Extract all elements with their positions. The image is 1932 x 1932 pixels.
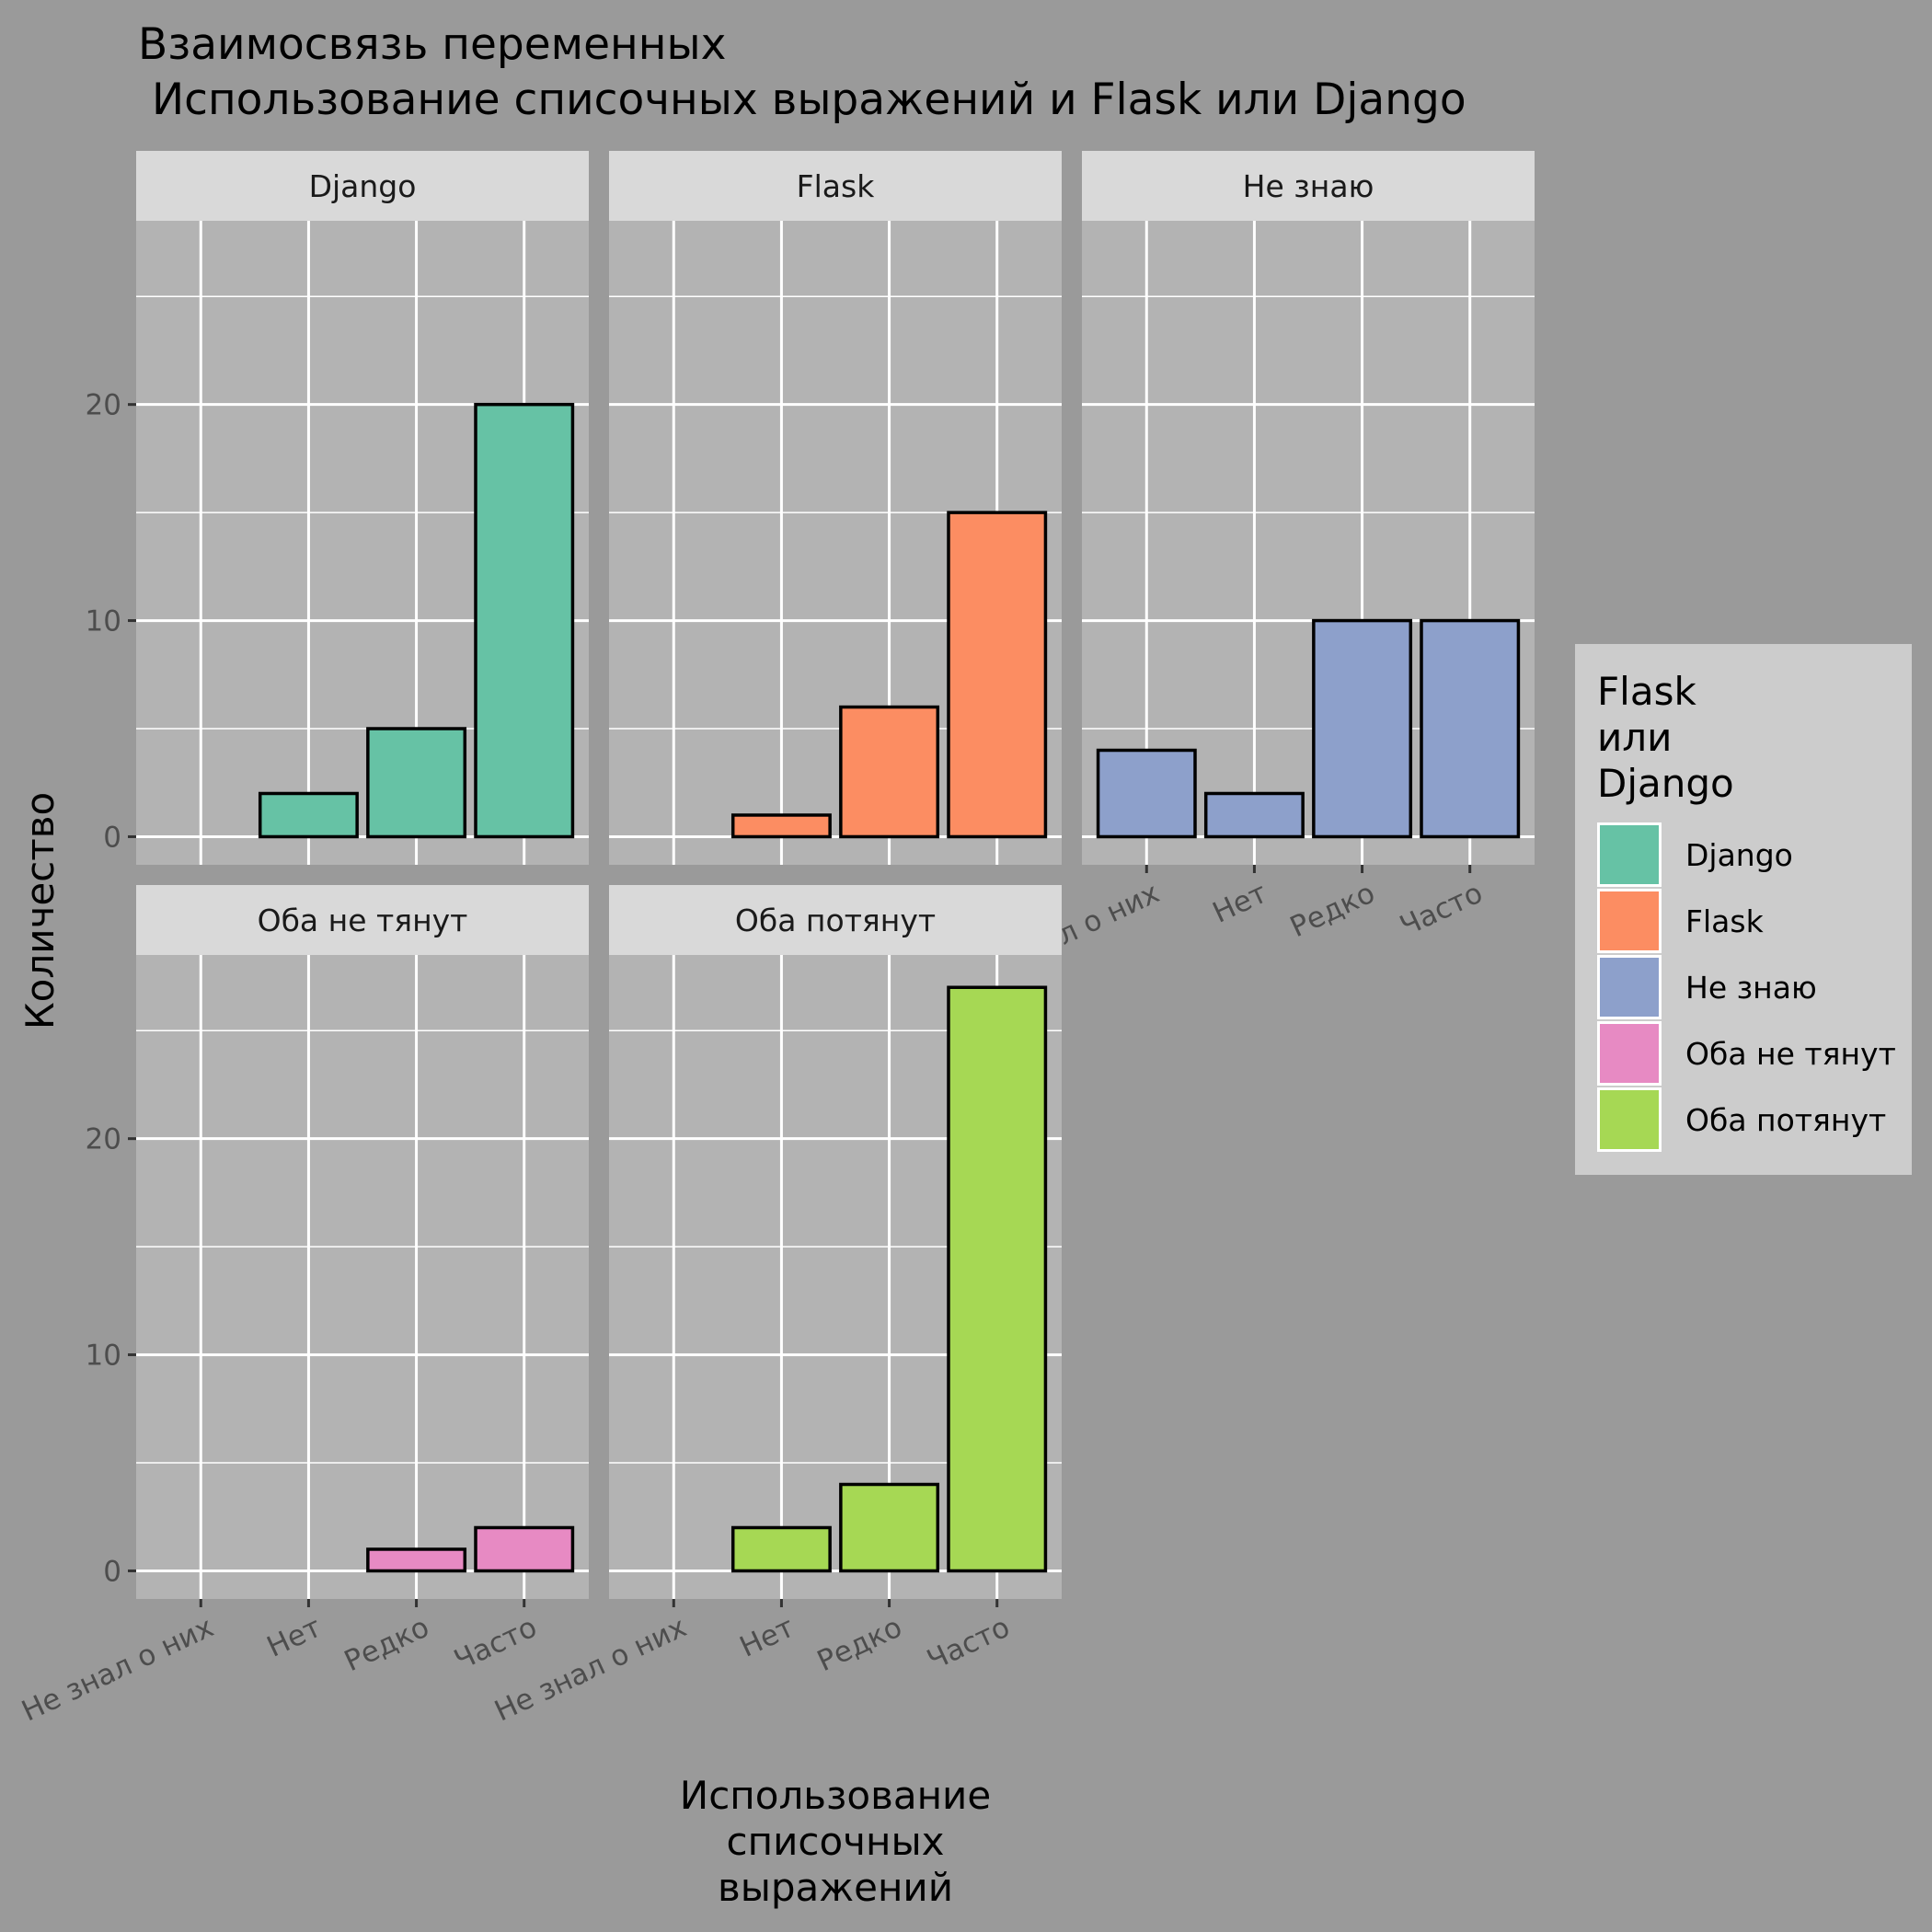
bar-django-3 [366, 727, 467, 839]
panel-оба-не-тянут-background [136, 955, 589, 1599]
x-axis-title-line-2: списочных [727, 1819, 945, 1864]
legend-entry-flask-label: Flask [1685, 903, 1765, 939]
legend-entry-django: Django [1597, 822, 1793, 887]
bar-flask-2 [730, 813, 832, 839]
bar-django-2 [258, 791, 359, 839]
legend: Flask или Django Django Flask Не знаю Оба н… [1575, 644, 1912, 1175]
panel-не-знаю-strip [1082, 151, 1535, 221]
bar-оба-не-тянут-3 [366, 1547, 467, 1573]
legend-title-line-1: Flask [1597, 669, 1696, 714]
panel-оба-не-тянут-y-tick-label: 20 [86, 1123, 121, 1156]
panel-оба-не-тянут-y-tick-label: 10 [86, 1340, 121, 1373]
bar-оба-потянут-3 [839, 1482, 940, 1573]
bar-оба-потянут-4 [947, 985, 1048, 1573]
legend-entry-оба-потянут-swatch [1600, 1090, 1659, 1149]
legend-entry-не-знаю-label: Не знаю [1685, 970, 1817, 1006]
legend-entry-не-знаю-swatch [1600, 958, 1659, 1017]
chart-title-line-1: Взаимосвязь переменных [138, 19, 726, 70]
bar-flask-4 [947, 511, 1048, 839]
panel-оба-потянут-strip [609, 885, 1062, 955]
legend-title-line-3: Django [1597, 761, 1734, 806]
legend-title-line-2: или [1597, 715, 1672, 760]
legend-entry-оба-потянут: Оба потянут [1597, 1087, 1886, 1152]
legend-entry-flask-swatch [1600, 891, 1659, 950]
bar-не-знаю-4 [1420, 618, 1521, 839]
legend-entry-оба-потянут-label: Оба потянут [1685, 1102, 1886, 1138]
panel-django-y-tick-label: 0 [103, 821, 121, 854]
panel-оба-не-тянут-strip [136, 885, 589, 955]
panel-flask-strip-label: Flask [797, 168, 876, 204]
panel-оба-не-тянут-y-tick-label: 0 [103, 1555, 121, 1588]
y-axis-title: Количество [17, 792, 63, 1029]
bar-не-знаю-3 [1312, 618, 1413, 839]
panel-flask-strip [609, 151, 1062, 221]
x-axis-title-line-3: выражений [718, 1865, 953, 1910]
x-axis-title-line-1: Использование [680, 1773, 991, 1818]
legend-entry-оба-не-тянут: Оба не тянут [1597, 1021, 1896, 1086]
bar-flask-3 [839, 705, 940, 839]
legend-entry-оба-не-тянут-label: Оба не тянут [1685, 1036, 1896, 1072]
legend-entry-django-label: Django [1685, 837, 1793, 873]
bar-оба-не-тянут-4 [474, 1525, 575, 1573]
panel-оба-не-тянут-strip-label: Оба не тянут [258, 903, 468, 938]
chart-title-line-2: Использование списочных выражений и Flas… [138, 75, 1466, 125]
panel-django-strip-label: Django [309, 168, 417, 204]
legend-entry-оба-не-тянут-swatch [1600, 1024, 1659, 1083]
legend-keys: Django Flask Не знаю Оба не тянут Оба потяну… [1597, 822, 1896, 1152]
legend-entry-не-знаю: Не знаю [1597, 955, 1817, 1019]
bar-не-знаю-2 [1203, 791, 1305, 839]
panel-django-strip [136, 151, 589, 221]
bar-django-4 [474, 402, 575, 839]
panel-оба-потянут-strip-label: Оба потянут [735, 903, 936, 938]
bar-оба-потянут-2 [730, 1525, 832, 1573]
panel-не-знаю-strip-label: Не знаю [1243, 168, 1374, 204]
panel-flask: Flask [609, 151, 1062, 865]
panel-django: Django 0 10 20 [86, 151, 589, 865]
legend-entry-django-swatch [1600, 825, 1659, 884]
panel-django-y-tick-label: 20 [86, 389, 121, 422]
legend-entry-flask: Flask [1597, 889, 1765, 953]
panel-django-y-tick-label: 10 [86, 605, 121, 638]
bar-не-знаю-1 [1096, 748, 1197, 839]
